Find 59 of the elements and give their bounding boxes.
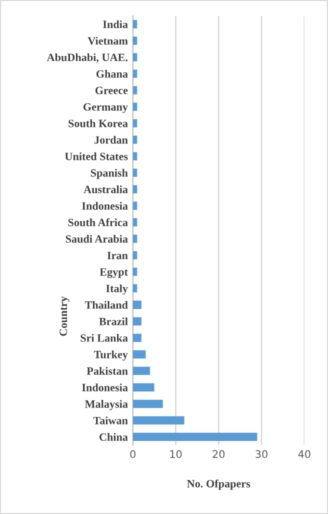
y-tick-label: Germany bbox=[83, 103, 128, 113]
y-tick-label: Turkey bbox=[94, 350, 128, 361]
bar bbox=[132, 185, 138, 194]
bar bbox=[132, 284, 138, 292]
x-tick-label: 40 bbox=[298, 450, 310, 458]
x-tick-label: 20 bbox=[212, 450, 225, 458]
bar bbox=[132, 102, 138, 111]
bar bbox=[132, 136, 138, 144]
y-tick-label: Thailand bbox=[84, 300, 128, 309]
y-tick-label: Egypt bbox=[100, 268, 128, 278]
y-tick-label: Greece bbox=[95, 86, 128, 94]
y-tick-label: Spanish bbox=[90, 168, 128, 179]
y-tick-label: Indonesia bbox=[82, 383, 128, 392]
x-axis-title: No. Ofpapers bbox=[187, 480, 250, 490]
y-tick-label: Sri Lanka bbox=[80, 334, 128, 342]
y-tick-label: Pakistan bbox=[86, 366, 128, 375]
y-tick-label: Jordan bbox=[94, 136, 128, 144]
y-tick-label: AbuDhabi, UAE. bbox=[46, 53, 128, 63]
y-tick-label: Ghana bbox=[96, 70, 128, 78]
y-tick-label: Iran bbox=[107, 252, 128, 260]
x-tick-label: 0 bbox=[130, 450, 136, 458]
y-tick-label: South Africa bbox=[68, 218, 128, 226]
x-tick-label: 30 bbox=[256, 450, 268, 458]
bar bbox=[132, 383, 154, 392]
bar bbox=[132, 366, 150, 375]
bar bbox=[132, 432, 258, 441]
y-tick-label: China bbox=[100, 433, 128, 441]
y-tick-label: United States bbox=[64, 152, 128, 160]
y-tick-label: India bbox=[103, 20, 128, 28]
bar bbox=[132, 152, 138, 160]
x-tick-label: 10 bbox=[170, 450, 182, 458]
bar bbox=[132, 400, 163, 408]
bar bbox=[132, 300, 142, 309]
y-tick-label: South Korea bbox=[68, 119, 128, 128]
bar bbox=[132, 234, 138, 243]
bar bbox=[132, 168, 138, 177]
y-axis-title: Country bbox=[60, 296, 70, 336]
bar bbox=[132, 53, 138, 62]
bar bbox=[132, 20, 138, 28]
bar bbox=[132, 119, 138, 128]
bar bbox=[132, 350, 146, 358]
y-tick-label: Vietnam bbox=[88, 36, 128, 45]
bar bbox=[132, 317, 142, 326]
bar bbox=[132, 416, 184, 424]
y-tick-label: Australia bbox=[84, 185, 128, 194]
bar bbox=[132, 70, 138, 78]
bar bbox=[132, 334, 142, 342]
bar bbox=[132, 251, 138, 260]
bar bbox=[132, 36, 138, 45]
bar bbox=[132, 268, 138, 276]
bar bbox=[132, 86, 138, 94]
y-tick-label: Saudi Arabia bbox=[66, 234, 128, 243]
bar bbox=[132, 218, 138, 226]
y-tick-label: Taiwan bbox=[93, 416, 128, 424]
y-tick-label: Brazil bbox=[99, 317, 128, 326]
y-tick-label: Italy bbox=[106, 284, 128, 295]
y-tick-label: Malaysia bbox=[84, 400, 128, 410]
y-tick-label: Indonesia bbox=[82, 202, 128, 210]
bar bbox=[132, 202, 138, 210]
